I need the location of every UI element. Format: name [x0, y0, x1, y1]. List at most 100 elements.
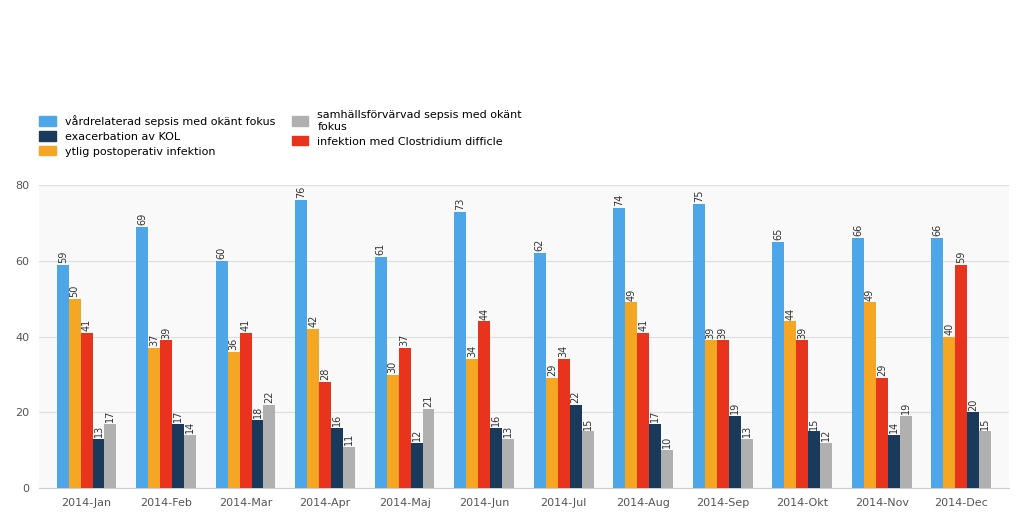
Text: 39: 39 [798, 326, 807, 338]
Bar [252, 420, 263, 488]
Text: 39: 39 [718, 326, 728, 338]
Bar [172, 424, 184, 488]
Bar [820, 443, 833, 488]
Text: 17: 17 [650, 410, 660, 422]
Bar [979, 431, 991, 488]
Text: 15: 15 [980, 417, 990, 429]
Bar [613, 208, 626, 488]
Text: 42: 42 [308, 315, 318, 327]
Bar [375, 257, 387, 488]
Text: 39: 39 [161, 326, 171, 338]
Bar [968, 413, 979, 488]
Bar [693, 204, 705, 488]
Bar [729, 416, 740, 488]
Bar [784, 322, 797, 488]
Bar [423, 408, 434, 488]
Bar [852, 238, 864, 488]
Bar [534, 253, 546, 488]
Bar [808, 431, 820, 488]
Text: 15: 15 [809, 417, 819, 429]
Bar [626, 302, 637, 488]
Text: 50: 50 [70, 285, 80, 297]
Bar [263, 405, 275, 488]
Bar [662, 450, 673, 488]
Bar [184, 435, 196, 488]
Text: 69: 69 [137, 212, 147, 225]
Text: 41: 41 [82, 319, 91, 331]
Bar [295, 200, 307, 488]
Bar [558, 359, 569, 488]
Bar [717, 340, 729, 488]
Bar [319, 382, 331, 488]
Text: 59: 59 [57, 251, 68, 263]
Text: 28: 28 [321, 368, 330, 380]
Bar [227, 352, 240, 488]
Text: 21: 21 [424, 394, 433, 407]
Text: 22: 22 [570, 391, 581, 403]
Bar [307, 329, 319, 488]
Bar [864, 302, 876, 488]
Text: 76: 76 [296, 186, 306, 198]
Text: 16: 16 [332, 414, 342, 426]
Text: 13: 13 [93, 425, 103, 437]
Text: 12: 12 [821, 428, 831, 441]
Bar [387, 374, 398, 488]
Text: 36: 36 [228, 338, 239, 350]
Text: 19: 19 [730, 402, 739, 414]
Text: 20: 20 [969, 398, 978, 411]
Bar [888, 435, 900, 488]
Text: 74: 74 [614, 194, 625, 206]
Text: 34: 34 [559, 345, 568, 358]
Text: 19: 19 [901, 402, 910, 414]
Bar [136, 226, 148, 488]
Text: 41: 41 [638, 319, 648, 331]
Bar [582, 431, 594, 488]
Text: 13: 13 [741, 425, 752, 437]
Text: 34: 34 [467, 345, 477, 358]
Bar [466, 359, 478, 488]
Bar [943, 337, 955, 488]
Bar [216, 261, 227, 488]
Bar [343, 447, 355, 488]
Bar [478, 322, 490, 488]
Bar [705, 340, 717, 488]
Bar [69, 299, 81, 488]
Bar [104, 424, 117, 488]
Bar [240, 333, 252, 488]
Bar [637, 333, 649, 488]
Text: 29: 29 [547, 364, 557, 377]
Text: 39: 39 [706, 326, 716, 338]
Text: 65: 65 [773, 228, 783, 240]
Bar [148, 348, 160, 488]
Text: 60: 60 [217, 247, 226, 259]
Text: 37: 37 [150, 334, 159, 346]
Bar [56, 265, 69, 488]
Text: 13: 13 [503, 425, 513, 437]
Bar [331, 428, 343, 488]
Text: 41: 41 [241, 319, 251, 331]
Bar [92, 439, 104, 488]
Text: 40: 40 [944, 323, 954, 335]
Bar [797, 340, 808, 488]
Bar [932, 238, 943, 488]
Text: 44: 44 [785, 308, 796, 320]
Text: 75: 75 [694, 189, 703, 202]
Text: 37: 37 [399, 334, 410, 346]
Text: 73: 73 [456, 197, 465, 210]
Text: 62: 62 [535, 239, 545, 252]
Text: 10: 10 [663, 436, 672, 448]
Legend: vårdrelaterad sepsis med okänt fokus, exacerbation av KOL, ytlig postoperativ in: vårdrelaterad sepsis med okänt fokus, ex… [35, 106, 526, 161]
Bar [490, 428, 502, 488]
Bar [546, 378, 558, 488]
Text: 66: 66 [853, 224, 863, 236]
Bar [81, 333, 92, 488]
Bar [740, 439, 753, 488]
Bar [502, 439, 514, 488]
Text: 44: 44 [479, 308, 489, 320]
Bar [569, 405, 582, 488]
Bar [955, 265, 968, 488]
Bar [649, 424, 662, 488]
Bar [876, 378, 888, 488]
Text: 17: 17 [105, 410, 116, 422]
Bar [411, 443, 423, 488]
